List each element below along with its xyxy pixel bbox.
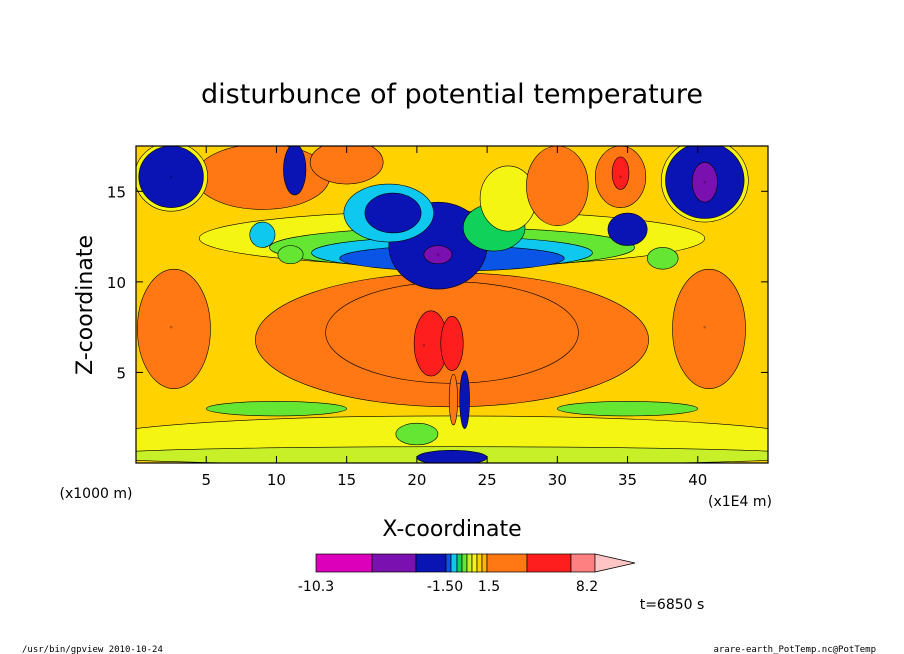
- colorbar-swatch: [476, 553, 483, 573]
- feature-low-marker: [436, 253, 440, 257]
- colorbar-swatch: [415, 553, 447, 573]
- contour-band: [249, 221, 276, 248]
- colorbar: [315, 553, 636, 573]
- x-tick-label: 35: [618, 471, 637, 489]
- x-tick-label: 20: [407, 471, 426, 489]
- contour-band: [194, 146, 331, 210]
- time-label: t=6850 s: [640, 597, 705, 613]
- colorbar-swatch: [486, 553, 528, 573]
- x-unit-label: (x1E4 m): [708, 494, 772, 510]
- contour-band: [205, 401, 347, 417]
- contour-band: [277, 245, 304, 265]
- contour-band: [395, 422, 439, 446]
- feature-low-marker: [169, 175, 173, 179]
- x-tick-label: 30: [548, 471, 567, 489]
- x-tick-label: 40: [688, 471, 707, 489]
- feature-high-marker: [619, 175, 622, 179]
- colorbar-swatch: [456, 553, 463, 573]
- colorbar-label-min: -10.3: [298, 579, 334, 595]
- contour-band: [526, 146, 589, 226]
- colorbar-swatch: [471, 553, 478, 573]
- colorbar-swatch: [315, 553, 373, 573]
- contour-band: [646, 247, 679, 270]
- contour-band: [137, 268, 211, 390]
- x-tick-label: 15: [337, 471, 356, 489]
- colorbar-swatch: [570, 553, 596, 573]
- contour-band: [440, 315, 464, 371]
- x-tick-label: 5: [201, 471, 211, 489]
- colorbar-swatch: [466, 553, 473, 573]
- contour-band: [691, 162, 718, 203]
- y-tick-label: 5: [116, 364, 126, 382]
- feature-high-marker: [703, 325, 707, 329]
- colorbar-label-max: 8.2: [576, 579, 598, 595]
- colorbar-swatch: [481, 553, 488, 573]
- y-tick-label: 15: [107, 183, 126, 201]
- colorbar-swatch: [526, 553, 572, 573]
- colorbar-swatch: [371, 553, 417, 573]
- colorbar-label-mid-pos: 1.5: [478, 579, 500, 595]
- y-tick-label: 10: [107, 274, 126, 292]
- contour-band: [283, 146, 307, 196]
- feature-low-marker: [703, 180, 707, 184]
- x-tick-label: 25: [478, 471, 497, 489]
- source-footer: arare-earth_PotTemp.nc@PotTemp: [713, 645, 876, 654]
- plot-frame: [135, 145, 769, 464]
- feature-high-marker: [169, 325, 173, 329]
- contour-band: [309, 146, 384, 185]
- y-unit-label: (x1000 m): [60, 486, 133, 502]
- contour-field: [136, 146, 768, 463]
- colorbar-arrow: [594, 553, 636, 573]
- feature-high-marker: [422, 343, 426, 347]
- program-footer: /usr/bin/gpview 2010-10-24: [22, 645, 163, 654]
- contour-band: [448, 373, 458, 426]
- colorbar-swatch: [450, 553, 458, 573]
- colorbar-swatch: [461, 553, 468, 573]
- contour-band: [557, 401, 699, 417]
- contour-band: [672, 268, 746, 390]
- chart-title: disturbunce of potential temperature: [201, 79, 703, 110]
- contour-band: [138, 146, 204, 208]
- contour-band: [364, 192, 422, 234]
- x-axis-title: X-coordinate: [382, 517, 521, 542]
- contour-band: [611, 156, 630, 190]
- contour-band: [459, 370, 470, 429]
- colorbar-label-mid-neg: -1.50: [427, 579, 463, 595]
- colorbar-swatch: [445, 553, 452, 573]
- contour-band: [423, 245, 453, 265]
- contour-band: [607, 212, 648, 246]
- y-axis-title: Z-coordinate: [73, 235, 98, 375]
- x-tick-label: 10: [267, 471, 286, 489]
